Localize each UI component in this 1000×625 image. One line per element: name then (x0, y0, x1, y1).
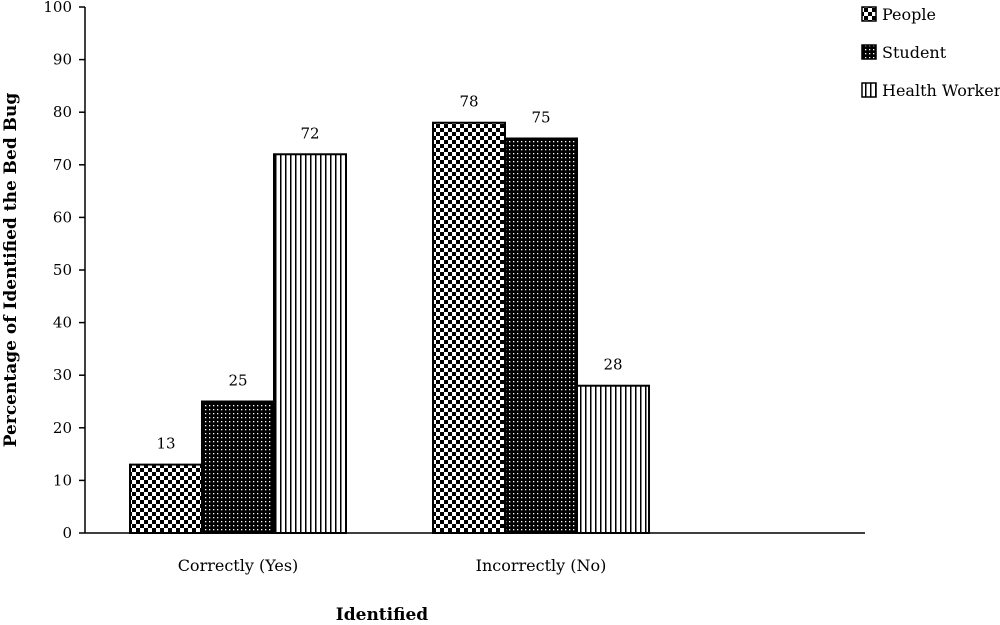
legend-label-people: People (882, 5, 936, 24)
y-ticks: 0 10 20 30 40 50 60 70 80 90 100 (43, 0, 85, 542)
y-tick-label: 10 (53, 471, 72, 489)
category-label-incorrectly-no: Incorrectly (No) (476, 556, 607, 575)
y-tick-label: 40 (53, 314, 72, 332)
bar-student-correctly-yes (201, 400, 275, 534)
data-label-student-correctly-yes: 25 (228, 372, 247, 390)
y-tick-label: 70 (53, 156, 72, 174)
bars: 13 25 72 78 75 28 (129, 93, 650, 534)
y-tick-label: 90 (53, 51, 72, 69)
legend-swatch-health-worker (861, 82, 877, 98)
data-label-people-correctly-yes: 13 (156, 435, 175, 453)
category-label-correctly-yes: Correctly (Yes) (178, 556, 299, 575)
data-label-health-worker-incorrectly-no: 28 (603, 356, 622, 374)
bar-health-worker-correctly-yes (273, 153, 347, 534)
x-axis-title: Identified (336, 605, 429, 625)
y-tick-label: 80 (53, 103, 72, 121)
y-axis-title: Percentage of Identified the Bed Bug (1, 93, 21, 448)
data-label-people-incorrectly-no: 78 (459, 93, 478, 111)
legend-swatch-people (861, 6, 877, 22)
bar-health-worker-incorrectly-no (576, 384, 650, 534)
data-label-student-incorrectly-no: 75 (531, 109, 550, 127)
legend-label-health-worker: Health Worker (882, 81, 1000, 100)
category-labels: Correctly (Yes) Incorrectly (No) (178, 556, 607, 575)
y-tick-label: 60 (53, 208, 72, 226)
legend-label-student: Student (882, 43, 947, 62)
legend-swatch-student (861, 44, 877, 60)
bar-people-correctly-yes (129, 463, 203, 534)
bar-people-incorrectly-no (432, 121, 506, 534)
legend: People Student Health Worker (861, 5, 1000, 100)
y-tick-label: 0 (62, 524, 72, 542)
data-label-health-worker-correctly-yes: 72 (300, 124, 319, 142)
y-tick-label: 30 (53, 366, 72, 384)
y-tick-label: 100 (43, 0, 72, 16)
y-tick-label: 50 (53, 261, 72, 279)
bar-student-incorrectly-no (504, 137, 578, 534)
y-tick-label: 20 (53, 419, 72, 437)
